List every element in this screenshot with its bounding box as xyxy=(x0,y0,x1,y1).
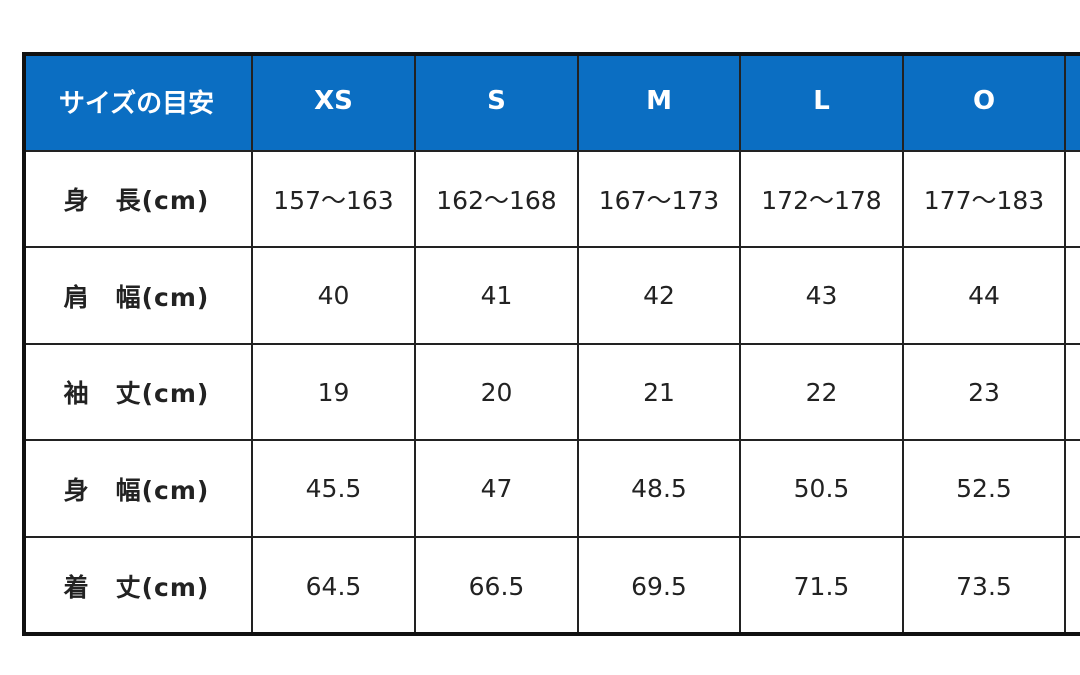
value-cell: 23 xyxy=(904,345,1066,441)
value-cell: 20 xyxy=(416,345,579,441)
value-cell: 167～173 xyxy=(579,152,741,248)
row-label: 身 幅(cm) xyxy=(22,441,253,538)
value-cell: 177～183 xyxy=(904,152,1066,248)
value-cell: 66.5 xyxy=(416,538,579,636)
value-cell: 64.5 xyxy=(253,538,416,636)
value-cell: 21 xyxy=(579,345,741,441)
value-cell: 41 xyxy=(416,248,579,345)
empty-cell xyxy=(1066,538,1080,636)
value-cell: 19 xyxy=(253,345,416,441)
row-label: 身 長(cm) xyxy=(22,152,253,248)
value-cell: 45.5 xyxy=(253,441,416,538)
value-cell: 172～178 xyxy=(741,152,904,248)
header-cell xyxy=(1066,52,1080,152)
value-cell: 71.5 xyxy=(741,538,904,636)
value-cell: 69.5 xyxy=(579,538,741,636)
value-cell: 44 xyxy=(904,248,1066,345)
size-header: M xyxy=(579,52,741,152)
row-label: 着 丈(cm) xyxy=(22,538,253,636)
value-cell: 40 xyxy=(253,248,416,345)
value-cell: 22 xyxy=(741,345,904,441)
row-label: 肩 幅(cm) xyxy=(22,248,253,345)
value-cell: 43 xyxy=(741,248,904,345)
value-cell: 157～163 xyxy=(253,152,416,248)
empty-cell xyxy=(1066,441,1080,538)
value-cell: 162～168 xyxy=(416,152,579,248)
empty-cell xyxy=(1066,345,1080,441)
empty-cell xyxy=(1066,152,1080,248)
size-header: XS xyxy=(253,52,416,152)
size-header: S xyxy=(416,52,579,152)
value-cell: 48.5 xyxy=(579,441,741,538)
value-cell: 52.5 xyxy=(904,441,1066,538)
corner-header: サイズの目安 xyxy=(22,52,253,152)
value-cell: 50.5 xyxy=(741,441,904,538)
value-cell: 42 xyxy=(579,248,741,345)
value-cell: 73.5 xyxy=(904,538,1066,636)
empty-cell xyxy=(1066,248,1080,345)
size-header: L xyxy=(741,52,904,152)
row-label: 袖 丈(cm) xyxy=(22,345,253,441)
size-header: O xyxy=(904,52,1066,152)
value-cell: 47 xyxy=(416,441,579,538)
